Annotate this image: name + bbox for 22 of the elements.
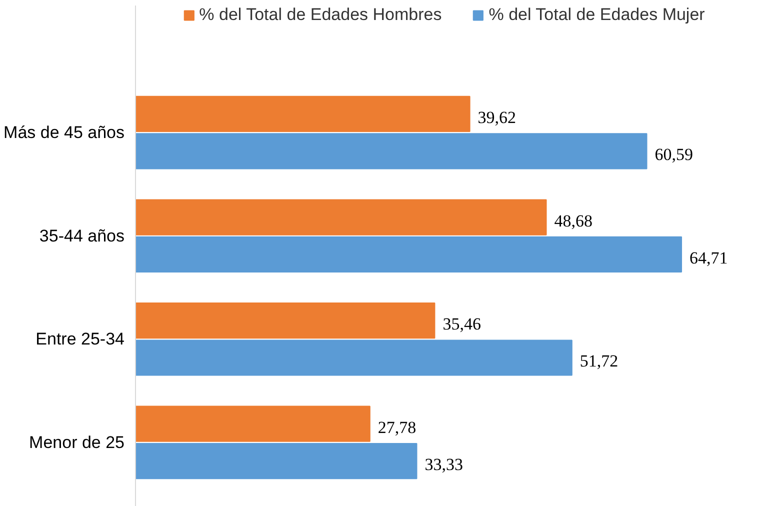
data-label: 51,72 <box>580 352 618 371</box>
bar <box>136 199 547 236</box>
legend-label: % del Total de Edades Hombres <box>199 5 442 25</box>
bar <box>136 406 370 442</box>
y-tick-label: Más de 45 años <box>4 123 124 142</box>
data-label: 33,33 <box>424 455 463 474</box>
bar <box>136 133 648 170</box>
data-label: 35,46 <box>442 314 481 334</box>
data-label: 39,62 <box>478 108 516 127</box>
bar <box>136 236 682 273</box>
data-label: 48,68 <box>554 211 593 230</box>
data-label: 64,71 <box>690 248 728 268</box>
bar <box>136 340 572 376</box>
data-label: 60,59 <box>654 145 694 164</box>
y-tick-label: Menor de 25 <box>29 432 124 452</box>
bar <box>136 442 418 480</box>
y-tick-label: Entre 25-34 <box>36 330 125 349</box>
bar <box>136 302 436 339</box>
bar <box>136 96 470 132</box>
legend-label: % del Total de Edades Mujer <box>488 5 705 25</box>
y-tick-label: 35-44 años <box>39 226 125 246</box>
data-label: 27,78 <box>378 418 416 437</box>
